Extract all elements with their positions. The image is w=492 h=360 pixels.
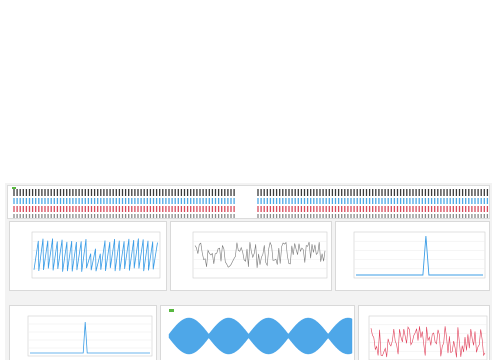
series-area: [168, 317, 353, 355]
spike-track-row-1: [257, 189, 489, 196]
chart-panel-1: [9, 221, 167, 291]
spike-track-row-4: [13, 214, 235, 218]
spike-track-row-2: [257, 198, 489, 204]
gridlines: [193, 240, 327, 270]
chart-panel-4: [9, 305, 157, 360]
gridlines: [369, 324, 487, 352]
series-line: [33, 238, 158, 272]
spike-track-row-2: [13, 198, 235, 204]
series-line: [356, 235, 483, 276]
chart-4: [27, 315, 153, 357]
track-marker: [12, 187, 16, 189]
gridlines: [354, 240, 485, 270]
chart-5: [168, 309, 353, 355]
chart-1: [31, 231, 161, 279]
chart-2: [192, 231, 328, 279]
spike-track-row-3: [13, 206, 235, 212]
plot-area: [353, 231, 486, 279]
chart-panel-6: [358, 305, 490, 360]
spike-track-row-3: [257, 206, 489, 212]
chart-panel-3: [335, 221, 490, 291]
series-line: [30, 321, 150, 354]
series-line: [194, 241, 326, 268]
chart-panel-5: [160, 305, 355, 360]
spike-track-strip: [7, 185, 490, 219]
spike-track-row-1: [13, 189, 235, 196]
dashboard-window: [5, 183, 492, 360]
gridlines: [32, 240, 160, 270]
plot-area: [31, 231, 161, 279]
spike-track-row-4: [257, 214, 489, 218]
chart-panel-2: [170, 221, 332, 291]
chart-6: [368, 315, 488, 360]
series-line: [370, 326, 486, 358]
legend-swatch: [169, 309, 174, 312]
plot-area: [368, 315, 488, 360]
gridlines: [28, 323, 152, 349]
chart-3: [353, 231, 486, 279]
plot-area: [192, 231, 328, 279]
spike-tracks: [12, 187, 489, 218]
plot-area: [27, 315, 153, 357]
